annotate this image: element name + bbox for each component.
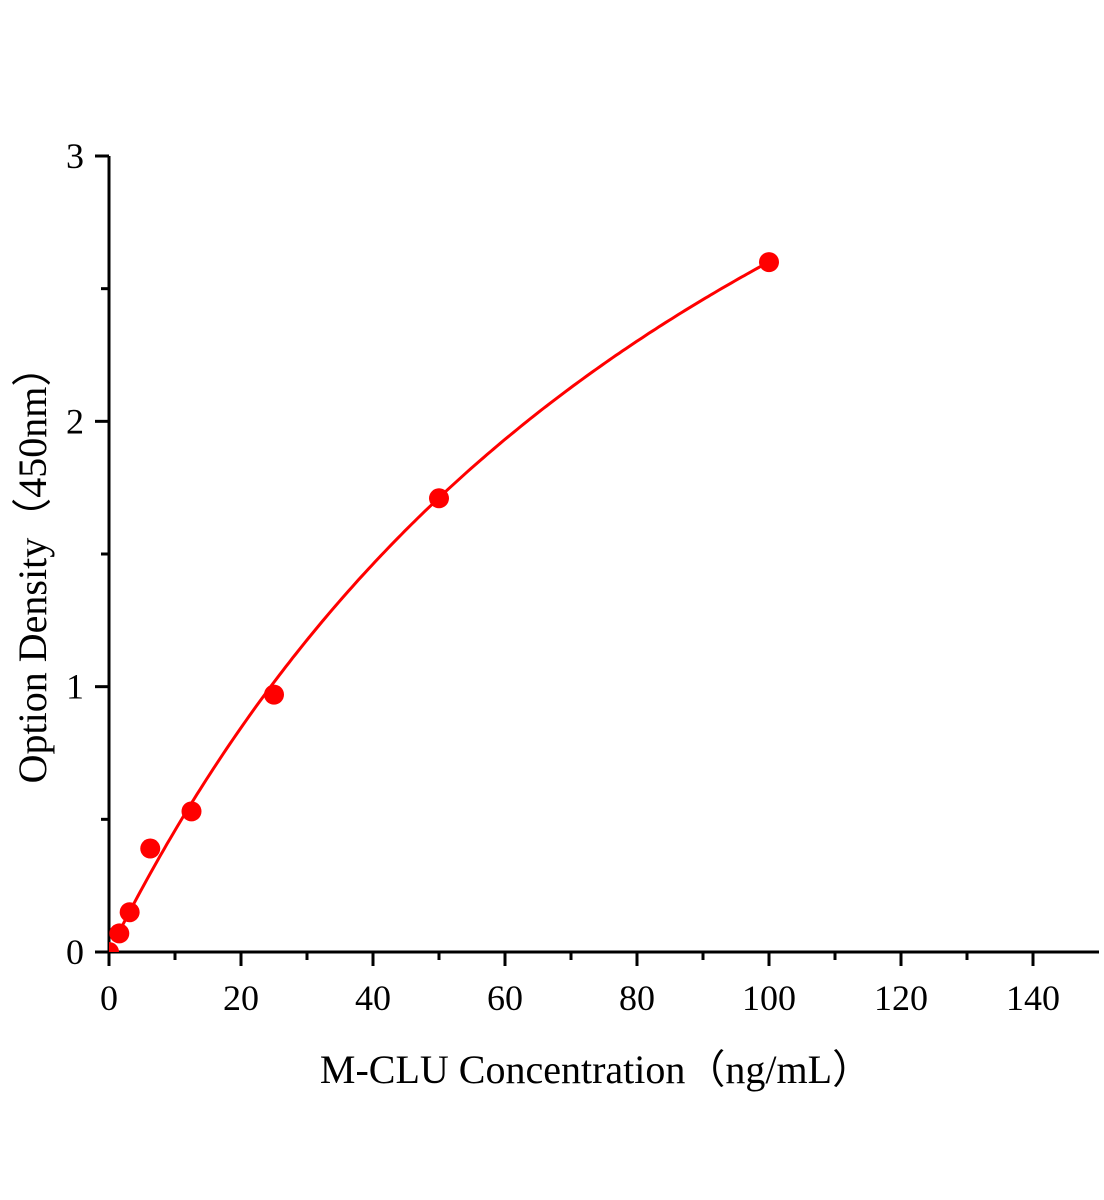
x-tick-label: 0 [100, 978, 118, 1018]
y-tick-label: 1 [66, 667, 84, 707]
y-tick-label: 0 [66, 932, 84, 972]
x-tick-label: 100 [742, 978, 796, 1018]
x-tick-label: 20 [223, 978, 259, 1018]
data-point [264, 684, 284, 705]
data-point [109, 942, 119, 952]
data-point [759, 252, 779, 273]
data-point [109, 923, 130, 944]
fit-curve [112, 261, 769, 943]
x-tick-label: 60 [487, 978, 523, 1018]
data-point [140, 838, 161, 859]
data-point [429, 488, 449, 509]
y-axis-title: Option Density（450nm） [10, 347, 55, 784]
data-points [109, 252, 779, 952]
axes [107, 156, 1099, 954]
ticks: 0 20 40 60 80 100 120 140 0 1 2 3 [66, 136, 1060, 1018]
x-axis-title: M-CLU Concentration（ng/mL） [320, 1047, 872, 1092]
data-point [181, 801, 202, 822]
x-tick-label: 140 [1006, 978, 1060, 1018]
x-tick-label: 40 [355, 978, 391, 1018]
data-point [119, 902, 140, 923]
x-tick-label: 80 [619, 978, 655, 1018]
fit-curve-group [112, 261, 769, 943]
x-tick-label: 120 [874, 978, 928, 1018]
y-tick-label: 3 [66, 136, 84, 176]
y-tick-label: 2 [66, 401, 84, 441]
